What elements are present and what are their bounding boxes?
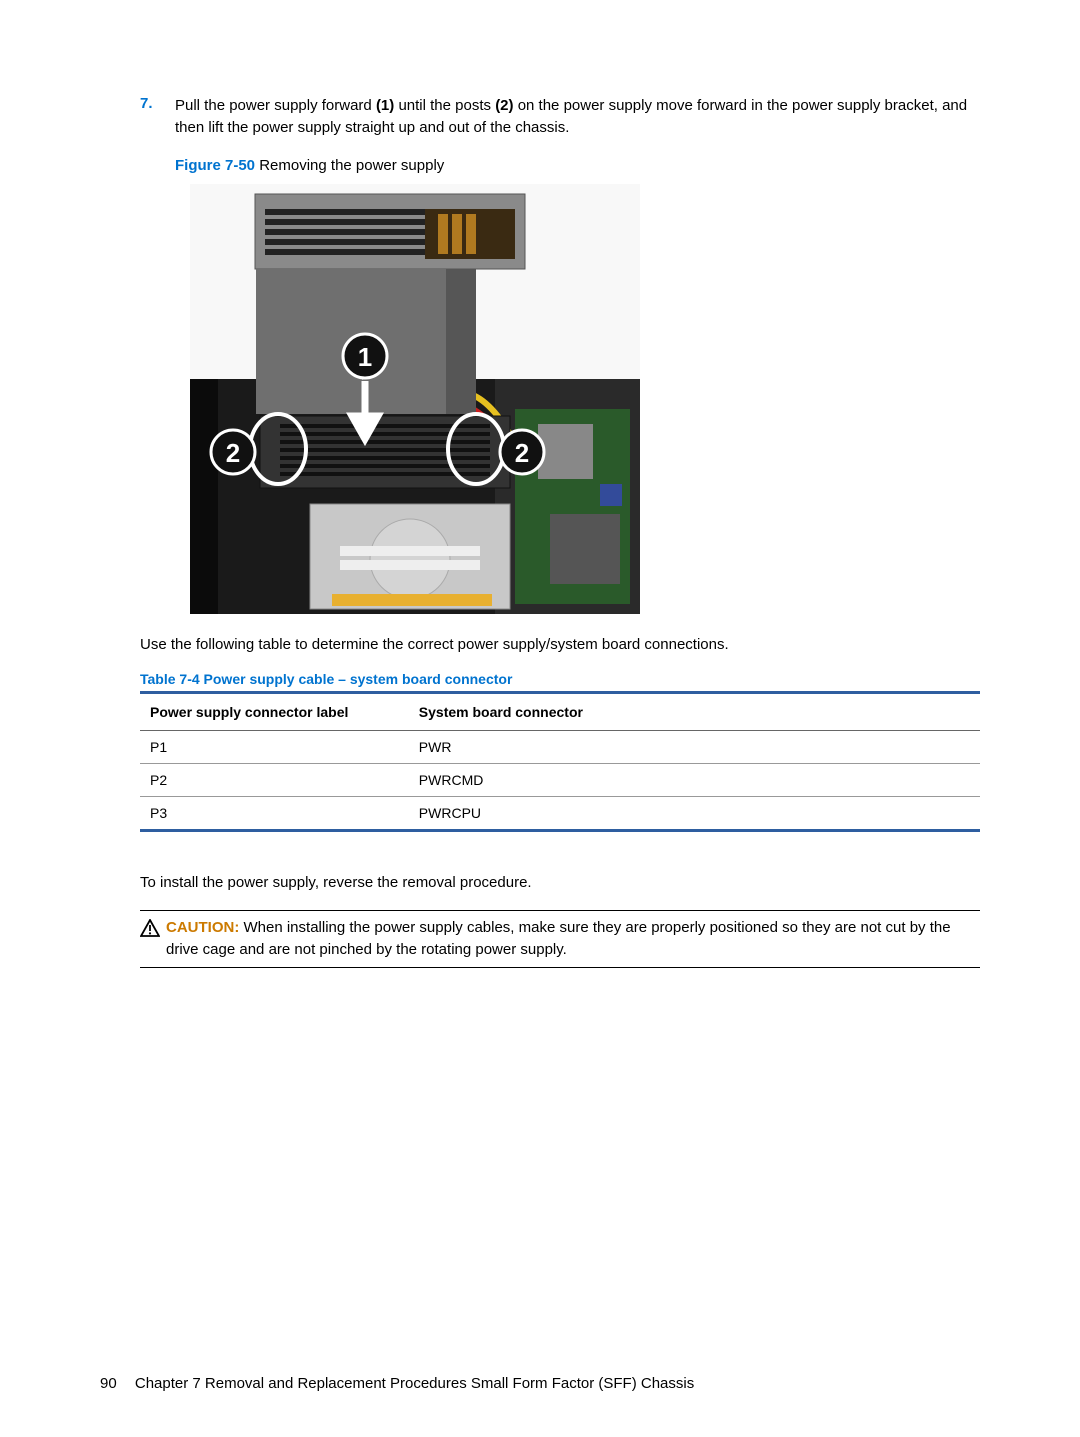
- caution-text: CAUTION: When installing the power suppl…: [166, 917, 980, 961]
- step-part: Pull the power supply forward: [175, 97, 376, 114]
- table-row: P1 PWR: [140, 731, 980, 764]
- table-row: P2 PWRCMD: [140, 764, 980, 797]
- table-header-row: Power supply connector label System boar…: [140, 694, 980, 731]
- table-col-header: Power supply connector label: [140, 694, 409, 731]
- caution-icon: [140, 919, 160, 944]
- step-7: 7. Pull the power supply forward (1) unt…: [140, 95, 980, 139]
- install-note: To install the power supply, reverse the…: [140, 872, 980, 894]
- page-number: 90: [100, 1375, 117, 1392]
- table-cell: PWRCMD: [409, 764, 980, 797]
- table-col-header: System board connector: [409, 694, 980, 731]
- connector-table-wrap: Table 7-4 Power supply cable – system bo…: [140, 671, 980, 832]
- figure-title: Removing the power supply: [255, 157, 444, 174]
- page-footer: 90 Chapter 7 Removal and Replacement Pro…: [100, 1375, 694, 1392]
- callout-2a: 2: [226, 438, 240, 468]
- figure-caption: Figure 7-50 Removing the power supply: [175, 157, 980, 174]
- psu-illustration: 1 2 2: [190, 184, 640, 614]
- step-part: until the posts: [394, 97, 495, 114]
- table-cell: PWRCPU: [409, 797, 980, 830]
- step-bold: (2): [495, 97, 513, 114]
- callout-1: 1: [358, 342, 372, 372]
- figure-label: Figure 7-50: [175, 157, 255, 174]
- chapter-title: Chapter 7 Removal and Replacement Proced…: [135, 1375, 694, 1392]
- connector-table: Power supply connector label System boar…: [140, 694, 980, 829]
- caution-body: When installing the power supply cables,…: [166, 919, 951, 958]
- caution-block: CAUTION: When installing the power suppl…: [140, 910, 980, 968]
- table-cell: P2: [140, 764, 409, 797]
- caution-label: CAUTION:: [166, 919, 239, 936]
- figure-image: 1 2 2: [190, 184, 980, 614]
- table-intro: Use the following table to determine the…: [140, 634, 980, 656]
- table-cell: P1: [140, 731, 409, 764]
- table-caption: Table 7-4 Power supply cable – system bo…: [140, 671, 980, 687]
- table-row: P3 PWRCPU: [140, 797, 980, 830]
- step-number: 7.: [140, 95, 175, 139]
- table-cell: P3: [140, 797, 409, 830]
- callout-2b: 2: [515, 438, 529, 468]
- step-bold: (1): [376, 97, 394, 114]
- table-cell: PWR: [409, 731, 980, 764]
- step-text: Pull the power supply forward (1) until …: [175, 95, 980, 139]
